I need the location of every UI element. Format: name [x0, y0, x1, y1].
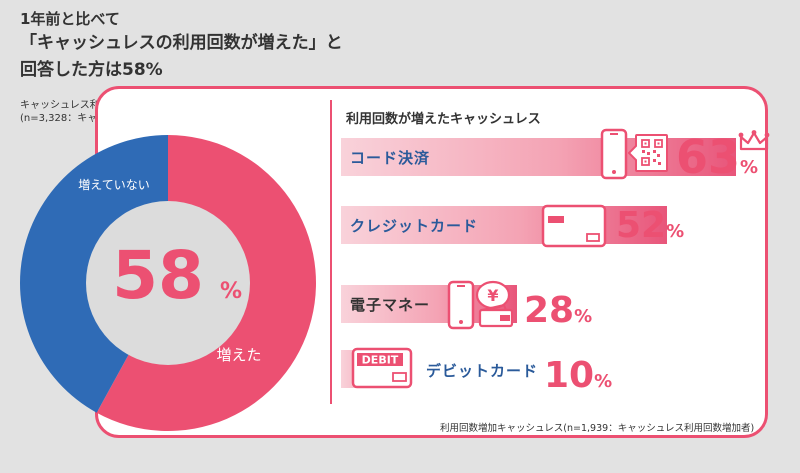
donut-center-value: 58 — [112, 237, 204, 314]
bar-code-payment — [341, 138, 736, 176]
headline-line-2: 「キャッシュレスの利用回数が増えた」と — [20, 33, 343, 53]
yen-symbol: ¥ — [487, 286, 498, 305]
donut-center-unit: % — [220, 279, 242, 304]
pct-code-payment-unit: % — [740, 157, 759, 178]
panel-divider — [330, 100, 332, 404]
headline: 1年前と比べて 「キャッシュレスの利用回数が増えた」と 回答した方は58% — [20, 8, 343, 84]
debit-text: DEBIT — [362, 354, 399, 367]
pct-debit-card: 10% — [544, 358, 612, 394]
crown-icon — [738, 130, 770, 151]
headline-line-3: 回答した方は58% — [20, 60, 163, 80]
donut-label-not-increased: 増えていない — [78, 178, 149, 192]
pct-e-money-unit: % — [574, 306, 593, 327]
bar-label-e-money: 電子マネー — [350, 296, 431, 314]
credit-card-icon — [541, 204, 607, 248]
pct-credit-card: 52% — [616, 208, 684, 244]
bar-label-debit-card: デビットカード — [426, 362, 539, 380]
pct-debit-card-value: 10 — [544, 355, 595, 396]
footnote: 利用回数増加キャッシュレス(n=1,939：キャッシュレス利用回数増加者) — [440, 423, 755, 434]
bar-label-code-payment: コード決済 — [350, 149, 431, 167]
wallet-icon — [478, 304, 514, 328]
pct-e-money-value: 28 — [524, 290, 575, 331]
smartphone-icon — [447, 280, 475, 330]
survey-note-line-1: キャッシュレス利用回数増加状況 — [20, 99, 181, 112]
smartphone-icon — [600, 128, 628, 180]
debit-card-icon: DEBIT — [351, 347, 413, 389]
donut-chart: 58 % 増えていない 増えた — [20, 135, 316, 432]
section-title: 利用回数が増えたキャッシュレス — [346, 112, 541, 127]
pct-code-payment: 63% — [676, 134, 758, 180]
qr-code-icon — [628, 134, 668, 172]
donut-label-increased: 増えた — [216, 346, 261, 364]
pct-credit-card-value: 52 — [616, 205, 667, 246]
bar-credit-card — [341, 206, 667, 244]
pct-debit-card-unit: % — [594, 371, 613, 392]
headline-line-1: 1年前と比べて — [20, 10, 120, 28]
bar-label-credit-card: クレジットカード — [350, 217, 479, 235]
pct-code-payment-value: 63 — [676, 130, 741, 184]
pct-e-money: 28% — [524, 293, 592, 329]
pct-credit-card-unit: % — [666, 221, 685, 242]
donut-hole — [86, 201, 250, 365]
